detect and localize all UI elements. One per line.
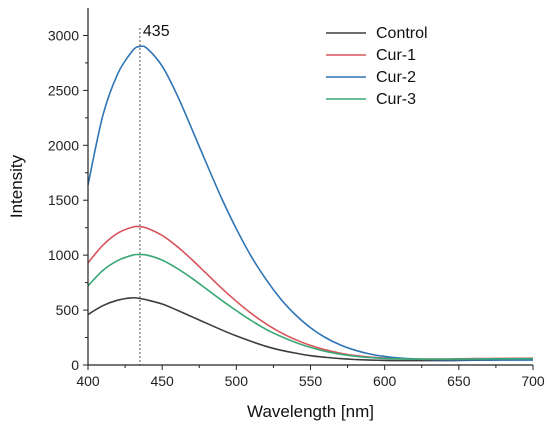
x-tick-label: 700 (521, 373, 545, 389)
y-axis-title: Intensity (7, 154, 26, 218)
axes (87, 8, 533, 366)
ticks: 400 450 500 550 600 650 700 0 500 1000 1500 2000 250… (48, 27, 545, 389)
y-tick-label: 2000 (48, 137, 79, 153)
x-tick-label: 600 (373, 373, 397, 389)
legend-label-cur-1: Cur-1 (376, 47, 416, 64)
y-tick-label: 2500 (48, 82, 79, 98)
x-tick-label: 450 (150, 373, 174, 389)
series-line-cur-3 (87, 253, 533, 361)
x-axis-title: Wavelength [nm] (247, 402, 374, 421)
legend-label-cur-2: Cur-2 (376, 69, 416, 86)
x-tick-label: 500 (225, 373, 249, 389)
x-tick-label: 400 (76, 373, 100, 389)
series-line-cur-2 (87, 45, 533, 361)
peak-marker-label: 435 (143, 23, 170, 40)
series-line-cur-1 (87, 225, 534, 360)
legend-label-cur-3: Cur-3 (376, 91, 416, 108)
x-tick-label: 550 (299, 373, 323, 389)
y-tick-label: 1500 (48, 192, 79, 208)
y-tick-label: 0 (71, 357, 79, 373)
plot-lines (87, 45, 534, 362)
series-line-control (87, 296, 534, 362)
x-tick-label: 650 (447, 373, 471, 389)
y-tick-label: 3000 (48, 27, 79, 43)
legend: Control Cur-1 Cur-2 Cur-3 (326, 25, 428, 108)
y-tick-label: 500 (56, 302, 80, 318)
y-tick-label: 1000 (48, 247, 79, 263)
legend-label-control: Control (376, 25, 428, 42)
